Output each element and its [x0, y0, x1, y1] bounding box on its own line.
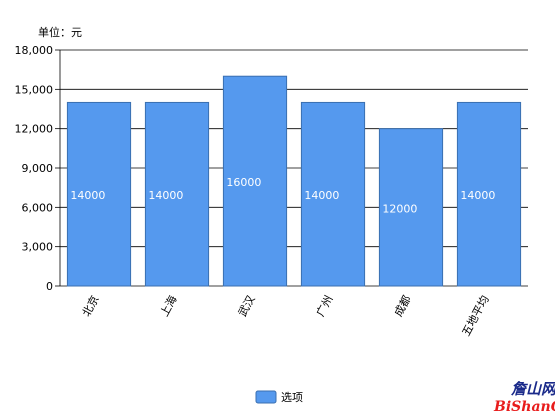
grid-lines — [55, 49, 528, 287]
watermark-line1: 詹山网 — [511, 380, 555, 398]
data-labels: 14000 14000 16000 14000 12000 14000 — [70, 176, 495, 215]
y-tick-labels: 0 3,000 6,000 9,000 12,000 15,000 18,000 — [15, 44, 54, 293]
data-label: 12000 — [382, 202, 417, 215]
y-tick-label: 9,000 — [22, 162, 54, 175]
unit-label: 单位：元 — [38, 25, 82, 39]
data-label: 14000 — [70, 189, 105, 202]
y-tick-label: 18,000 — [15, 44, 54, 57]
x-tick-label: 广州 — [314, 293, 336, 319]
y-tick-label: 0 — [46, 280, 53, 293]
legend-swatch — [255, 390, 277, 404]
data-label: 16000 — [226, 176, 261, 189]
y-tick-label: 12,000 — [15, 123, 54, 136]
x-tick-label: 成都 — [392, 293, 414, 319]
legend[interactable]: 选项 — [255, 390, 303, 404]
x-tick-labels: 北京 上海 武汉 广州 成都 五地平均 — [79, 293, 492, 338]
watermark-logo: 詹山网 BiShanCai — [493, 380, 555, 415]
bars — [66, 75, 522, 287]
y-tick-label: 6,000 — [22, 201, 54, 214]
watermark-line2: BiShanCai — [493, 399, 555, 415]
data-label: 14000 — [148, 189, 183, 202]
bar[interactable] — [456, 101, 522, 287]
x-tick-label: 武汉 — [236, 293, 258, 319]
bar[interactable] — [222, 75, 288, 287]
x-tick-label: 北京 — [79, 293, 102, 319]
y-tick-label: 15,000 — [15, 83, 54, 96]
y-tick-label: 3,000 — [22, 241, 54, 254]
data-label: 14000 — [304, 189, 339, 202]
data-label: 14000 — [460, 189, 495, 202]
bar[interactable] — [144, 101, 210, 287]
bar[interactable] — [300, 101, 366, 287]
x-tick-label: 上海 — [157, 293, 180, 319]
bar[interactable] — [378, 128, 444, 287]
bar[interactable] — [66, 101, 132, 287]
legend-label: 选项 — [281, 391, 303, 404]
x-tick-label: 五地平均 — [460, 293, 492, 338]
